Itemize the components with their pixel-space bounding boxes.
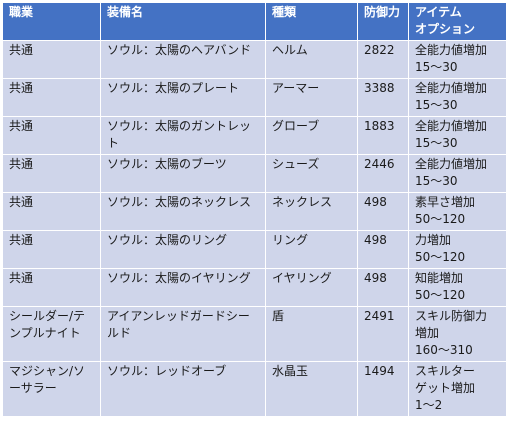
header-defense: 防御力 bbox=[357, 2, 409, 41]
table-header-row: 職業 装備名 種類 防御力 アイテム オプション bbox=[2, 2, 507, 41]
header-type: 種類 bbox=[265, 2, 358, 41]
table-row: 共通 ソウル：太陽のイヤリング イヤリング 498 知能増加 50～120 bbox=[2, 268, 507, 307]
equipment-table: 職業 装備名 種類 防御力 アイテム オプション 共通 ソウル：太陽のヘアバンド… bbox=[2, 2, 507, 417]
cell-job: 共通 bbox=[2, 268, 101, 307]
cell-defense: 498 bbox=[357, 192, 409, 231]
header-equipment-name: 装備名 bbox=[100, 2, 266, 41]
cell-equipment-name: ソウル：太陽のイヤリング bbox=[100, 268, 266, 307]
cell-job: 共通 bbox=[2, 192, 101, 231]
cell-type: イヤリング bbox=[265, 268, 358, 307]
cell-equipment-name: ソウル：太陽のブーツ bbox=[100, 154, 266, 193]
cell-defense: 498 bbox=[357, 230, 409, 269]
cell-item-option: 知能増加 50～120 bbox=[408, 268, 507, 307]
cell-item-option: スキルター ゲット増加 1～2 bbox=[408, 361, 507, 417]
table-row: マジシャン/ソーサラー ソウル：レッドオーブ 水晶玉 1494 スキルター ゲッ… bbox=[2, 361, 507, 417]
cell-defense: 3388 bbox=[357, 78, 409, 117]
cell-job: シールダー/テンプルナイト bbox=[2, 306, 101, 362]
table-row: 共通 ソウル：太陽のブーツ シューズ 2446 全能力値増加 15～30 bbox=[2, 154, 507, 193]
table-row: 共通 ソウル：太陽のプレート アーマー 3388 全能力値増加 15～30 bbox=[2, 78, 507, 117]
cell-type: リング bbox=[265, 230, 358, 269]
cell-job: 共通 bbox=[2, 230, 101, 269]
cell-job: マジシャン/ソーサラー bbox=[2, 361, 101, 417]
cell-equipment-name: ソウル：太陽のネックレス bbox=[100, 192, 266, 231]
cell-defense: 2446 bbox=[357, 154, 409, 193]
cell-item-option: スキル防御力 増加 160～310 bbox=[408, 306, 507, 362]
cell-item-option: 素早さ増加 50～120 bbox=[408, 192, 507, 231]
cell-defense: 498 bbox=[357, 268, 409, 307]
cell-item-option: 全能力値増加 15～30 bbox=[408, 40, 507, 79]
cell-defense: 1494 bbox=[357, 361, 409, 417]
cell-defense: 2491 bbox=[357, 306, 409, 362]
cell-item-option: 全能力値増加 15～30 bbox=[408, 154, 507, 193]
table-row: 共通 ソウル：太陽のヘアバンド ヘルム 2822 全能力値増加 15～30 bbox=[2, 40, 507, 79]
cell-type: アーマー bbox=[265, 78, 358, 117]
cell-job: 共通 bbox=[2, 40, 101, 79]
cell-defense: 2822 bbox=[357, 40, 409, 79]
cell-job: 共通 bbox=[2, 154, 101, 193]
cell-equipment-name: ソウル：太陽のヘアバンド bbox=[100, 40, 266, 79]
header-item-option: アイテム オプション bbox=[408, 2, 507, 41]
cell-equipment-name: ソウル：レッドオーブ bbox=[100, 361, 266, 417]
cell-item-option: 全能力値増加 15～30 bbox=[408, 78, 507, 117]
table-row: 共通 ソウル：太陽のリング リング 498 力増加 50～120 bbox=[2, 230, 507, 269]
cell-job: 共通 bbox=[2, 78, 101, 117]
cell-job: 共通 bbox=[2, 116, 101, 155]
cell-type: ネックレス bbox=[265, 192, 358, 231]
cell-equipment-name: ソウル：太陽のプレート bbox=[100, 78, 266, 117]
cell-equipment-name: ソウル：太陽のガントレット bbox=[100, 116, 266, 155]
cell-defense: 1883 bbox=[357, 116, 409, 155]
cell-type: グローブ bbox=[265, 116, 358, 155]
equipment-table-container: 職業 装備名 種類 防御力 アイテム オプション 共通 ソウル：太陽のヘアバンド… bbox=[2, 2, 507, 417]
cell-type: シューズ bbox=[265, 154, 358, 193]
cell-equipment-name: ソウル：太陽のリング bbox=[100, 230, 266, 269]
cell-equipment-name: アイアンレッドガードシールド bbox=[100, 306, 266, 362]
cell-type: 水晶玉 bbox=[265, 361, 358, 417]
table-row: シールダー/テンプルナイト アイアンレッドガードシールド 盾 2491 スキル防… bbox=[2, 306, 507, 362]
table-row: 共通 ソウル：太陽のネックレス ネックレス 498 素早さ増加 50～120 bbox=[2, 192, 507, 231]
cell-item-option: 全能力値増加 15～30 bbox=[408, 116, 507, 155]
cell-item-option: 力増加 50～120 bbox=[408, 230, 507, 269]
header-job: 職業 bbox=[2, 2, 101, 41]
cell-type: ヘルム bbox=[265, 40, 358, 79]
cell-type: 盾 bbox=[265, 306, 358, 362]
table-row: 共通 ソウル：太陽のガントレット グローブ 1883 全能力値増加 15～30 bbox=[2, 116, 507, 155]
